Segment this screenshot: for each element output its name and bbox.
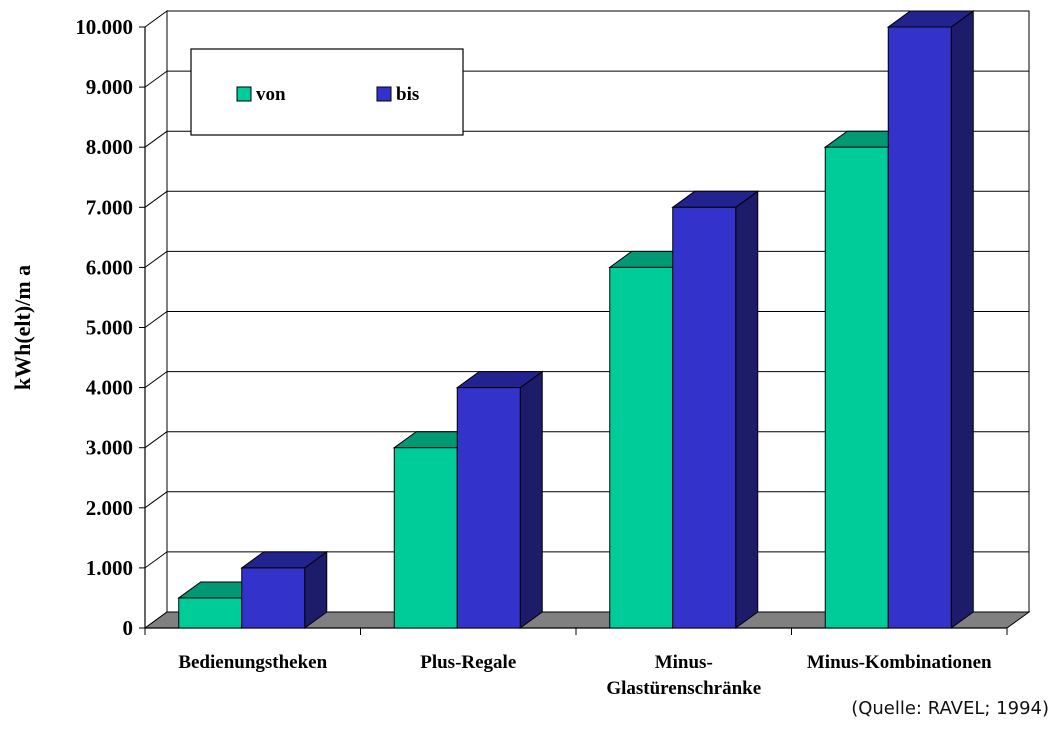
bar-von xyxy=(393,447,458,629)
source-note: (Quelle: RAVEL; 1994) xyxy=(851,698,1049,719)
gridline-side xyxy=(144,551,168,569)
gridline-side xyxy=(144,70,168,88)
y-tick-label: 10.000 xyxy=(75,15,133,39)
legend-swatch-von xyxy=(236,86,252,102)
bar-bis xyxy=(672,206,737,629)
gridline-side xyxy=(144,491,168,509)
bar-side xyxy=(950,10,974,629)
x-category-label: Plus-Regale xyxy=(420,652,516,673)
y-tick-label: 6.000 xyxy=(86,255,133,279)
bar-von xyxy=(824,146,889,629)
y-tick-label: 9.000 xyxy=(86,75,133,99)
gridline-side xyxy=(144,431,168,449)
x-category-label: Bedienungstheken xyxy=(178,652,327,673)
bar-side xyxy=(735,190,759,629)
gridline-side xyxy=(144,130,168,148)
y-tick-label: 5.000 xyxy=(86,316,133,340)
x-category-label: Minus- xyxy=(655,652,713,673)
gridline-side xyxy=(144,371,168,389)
y-tick-label: 0 xyxy=(123,616,134,640)
y-tick-label: 2.000 xyxy=(86,496,133,520)
bar-von xyxy=(178,597,243,629)
bar-von xyxy=(609,266,674,629)
legend-label: bis xyxy=(396,84,419,105)
y-tick-label: 7.000 xyxy=(86,195,133,219)
bar-bis xyxy=(887,26,952,629)
y-tick-label: 8.000 xyxy=(86,135,133,159)
x-category-label: Glastürenschränke xyxy=(606,678,761,699)
legend-label: von xyxy=(256,84,286,105)
gridline-side xyxy=(144,190,168,208)
bar-bis xyxy=(456,387,521,629)
y-tick-label: 1.000 xyxy=(86,556,133,580)
legend-box xyxy=(190,48,464,136)
legend-swatch-bis xyxy=(376,86,392,102)
gridline-side xyxy=(144,250,168,268)
bar-bis xyxy=(241,567,306,629)
gridline-side xyxy=(144,311,168,328)
bar-side xyxy=(519,370,543,629)
y-axis-title: kWh(elt)/m a xyxy=(10,265,35,390)
y-tick-label: 3.000 xyxy=(86,436,133,460)
x-category-label: Minus-Kombinationen xyxy=(807,652,992,673)
y-tick-label: 4.000 xyxy=(86,376,133,400)
